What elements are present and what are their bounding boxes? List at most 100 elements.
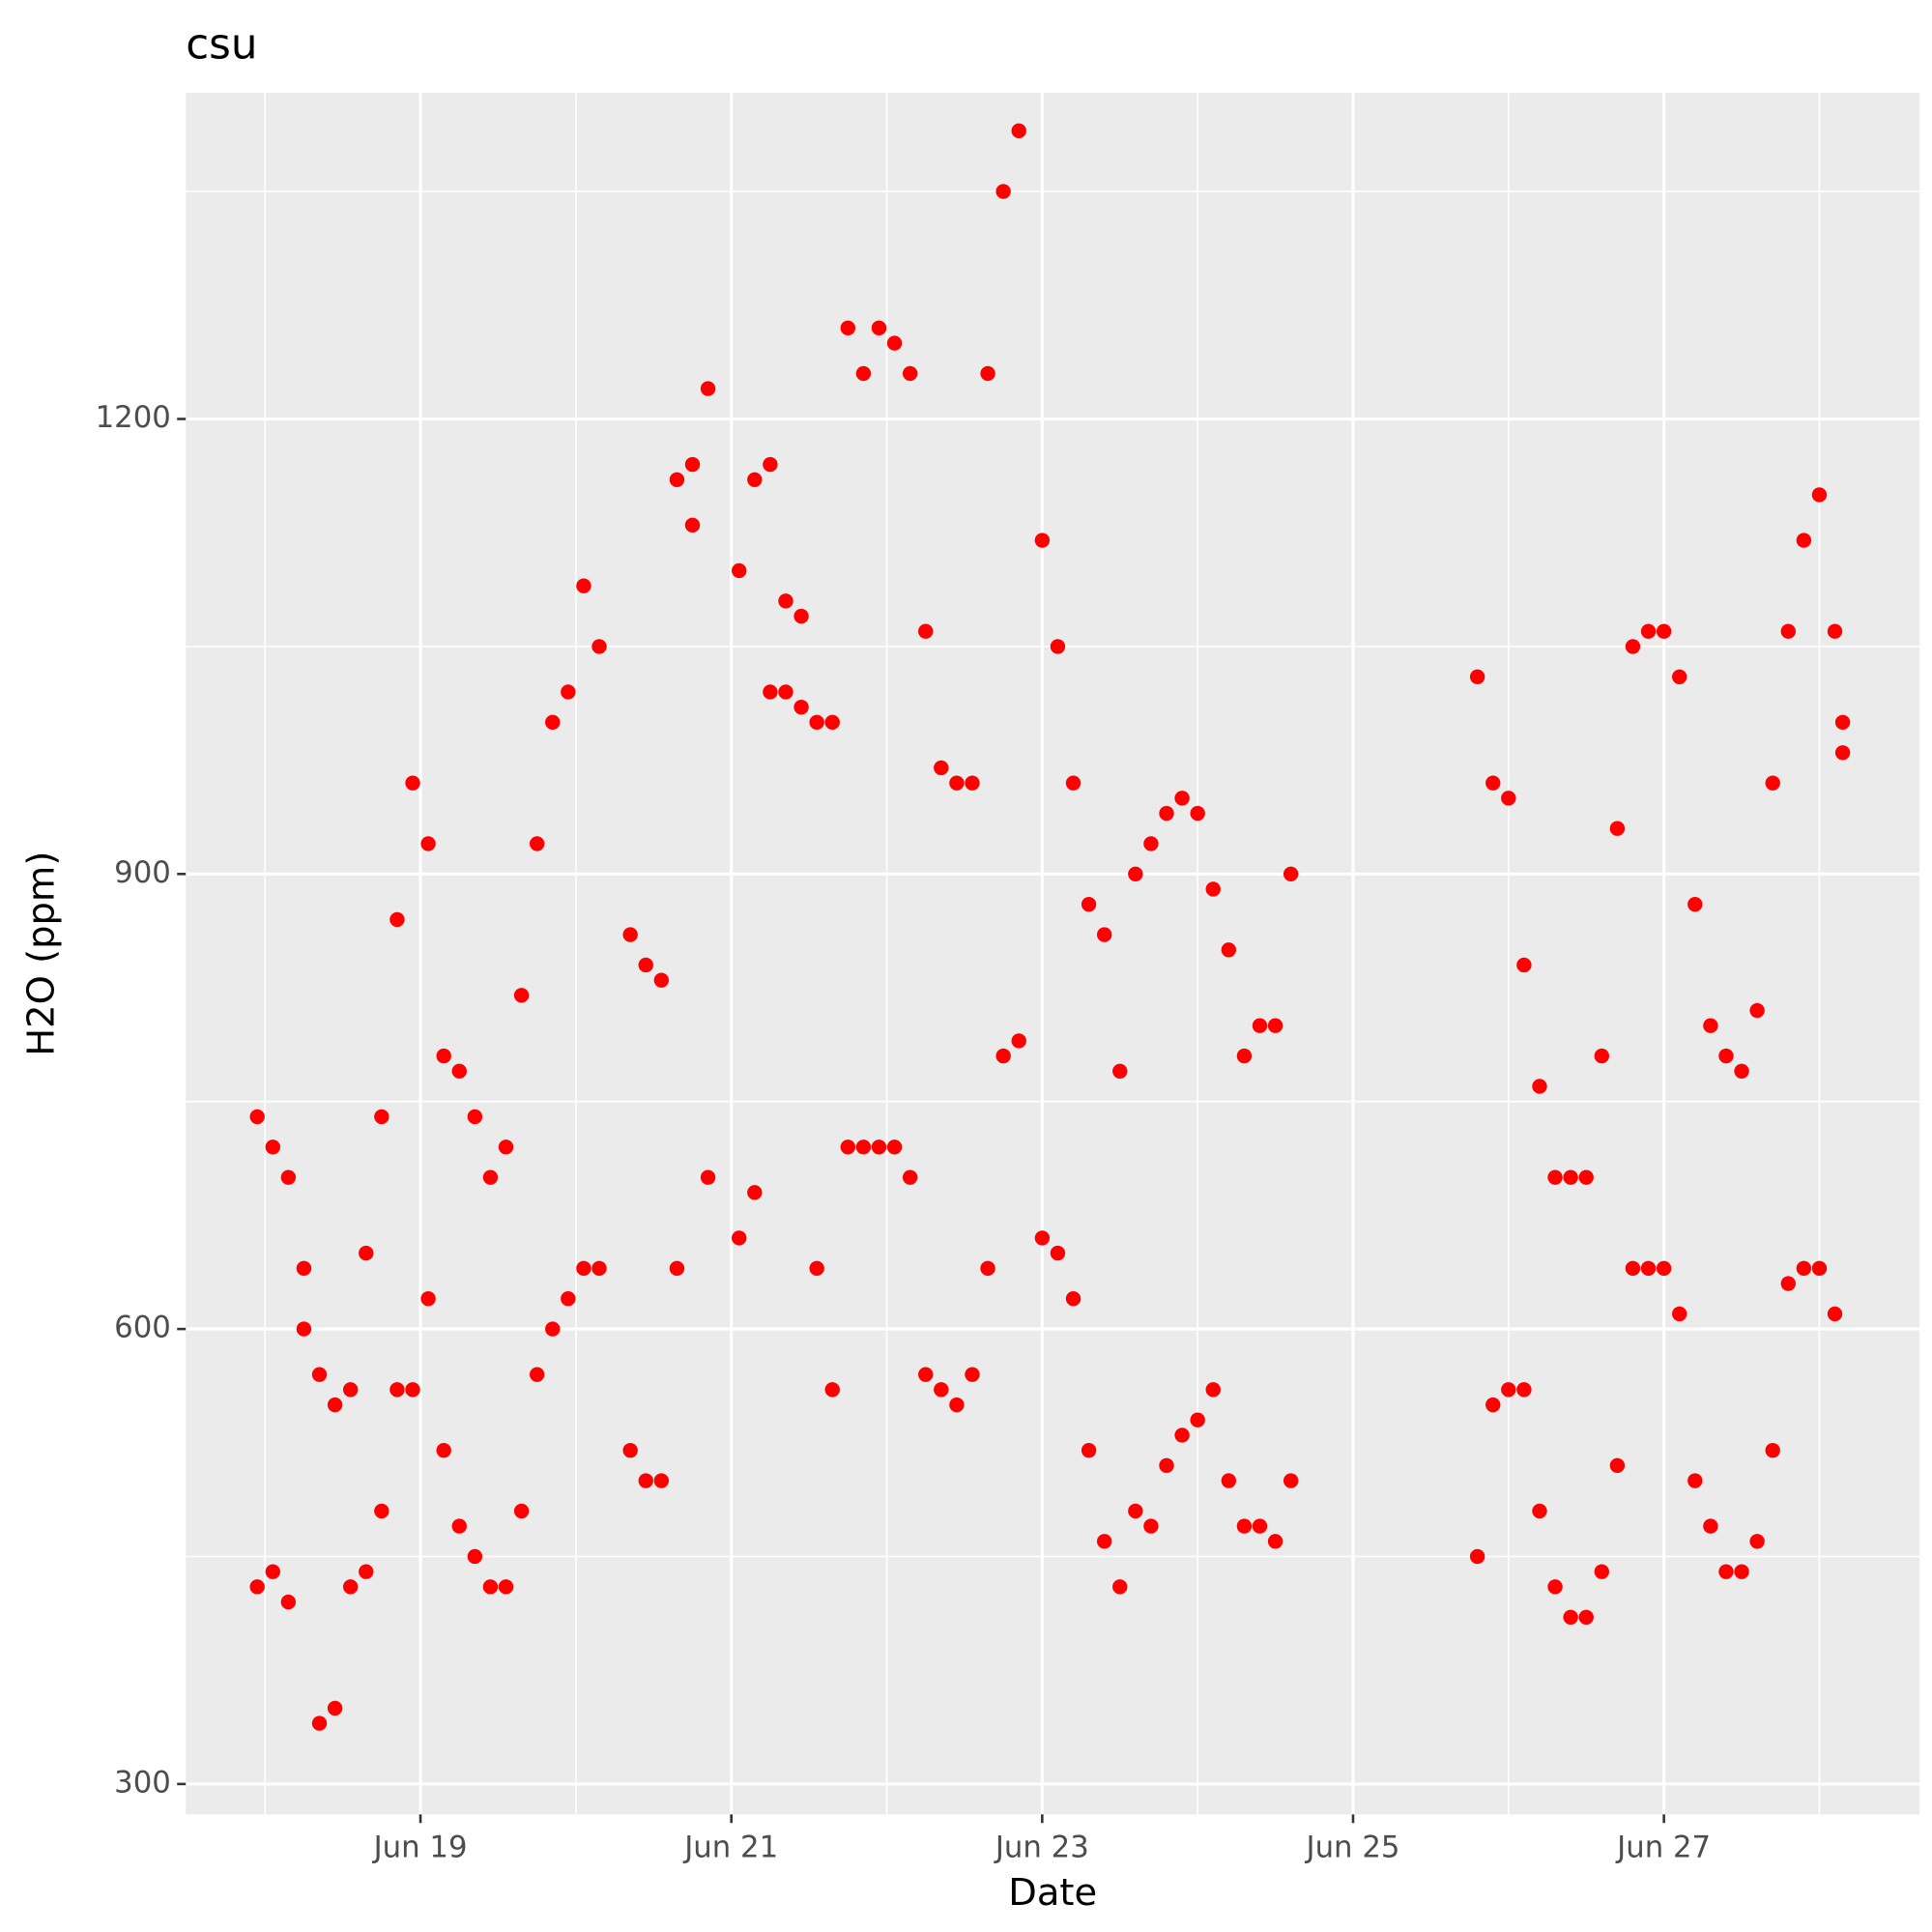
point xyxy=(265,1139,280,1155)
point xyxy=(1547,1169,1563,1185)
point xyxy=(700,1169,716,1185)
y-tick-label: 1200 xyxy=(96,400,171,435)
point xyxy=(1128,1503,1143,1519)
point xyxy=(513,988,530,1003)
point xyxy=(482,1169,499,1185)
point xyxy=(747,472,763,487)
point xyxy=(1159,1457,1174,1474)
point xyxy=(669,472,685,487)
point xyxy=(296,1321,312,1337)
point xyxy=(1780,1276,1796,1291)
point xyxy=(1578,1609,1594,1625)
point xyxy=(1283,1473,1299,1488)
point xyxy=(1656,623,1672,639)
point xyxy=(1236,1518,1253,1534)
point xyxy=(1011,1033,1026,1049)
point xyxy=(1081,1442,1097,1458)
point xyxy=(389,1382,405,1398)
point xyxy=(995,1048,1011,1064)
point xyxy=(809,714,824,731)
y-tick-label: 900 xyxy=(114,855,171,890)
point xyxy=(669,1260,685,1277)
point xyxy=(1205,1382,1221,1398)
point xyxy=(1827,1306,1843,1322)
point xyxy=(1547,1579,1563,1595)
point xyxy=(1765,775,1780,791)
point xyxy=(405,775,420,791)
point xyxy=(653,972,670,988)
point xyxy=(1532,1079,1547,1094)
point xyxy=(1174,1427,1190,1443)
point xyxy=(1485,775,1501,791)
point xyxy=(1827,623,1843,639)
point xyxy=(561,1291,576,1307)
chart-title: csu xyxy=(186,21,257,70)
point xyxy=(1034,1230,1051,1246)
point xyxy=(359,1564,374,1579)
point xyxy=(1672,669,1687,684)
point xyxy=(1034,533,1051,548)
point xyxy=(436,1442,451,1458)
point xyxy=(545,714,561,731)
point xyxy=(1609,1457,1626,1474)
point xyxy=(653,1473,670,1488)
point xyxy=(763,456,778,473)
point xyxy=(1796,1260,1812,1277)
point xyxy=(1190,1412,1205,1427)
point xyxy=(1834,714,1851,731)
axes: 300 600 900 1200 Jun 19 Jun 21 Jun 23 Jun 25 Jun… xyxy=(96,400,1712,1865)
point xyxy=(498,1139,514,1155)
y-axis-title: H2O (ppm) xyxy=(19,851,63,1056)
point xyxy=(591,639,607,654)
point xyxy=(1796,533,1812,548)
x-tick-label: Jun 23 xyxy=(994,1831,1089,1865)
point xyxy=(1050,639,1066,654)
point xyxy=(1143,836,1159,851)
point xyxy=(498,1579,514,1595)
point xyxy=(1283,866,1299,881)
point xyxy=(1065,1291,1081,1307)
point xyxy=(311,1367,328,1382)
point xyxy=(1749,1002,1765,1019)
point xyxy=(902,1169,918,1185)
point xyxy=(871,320,887,336)
point xyxy=(886,335,903,351)
point xyxy=(374,1503,389,1519)
point xyxy=(1734,1564,1749,1579)
point xyxy=(965,1367,980,1382)
x-axis-title: Date xyxy=(1008,1871,1097,1915)
point xyxy=(1236,1048,1253,1064)
point xyxy=(280,1594,297,1610)
point xyxy=(529,1367,545,1382)
point xyxy=(296,1260,312,1277)
point xyxy=(1469,1548,1485,1565)
point xyxy=(1143,1518,1159,1534)
point xyxy=(249,1579,265,1595)
point xyxy=(965,775,980,791)
point xyxy=(763,684,778,700)
point xyxy=(389,911,405,928)
x-tick-label: Jun 19 xyxy=(372,1831,468,1865)
point xyxy=(918,623,934,639)
point xyxy=(545,1321,561,1337)
point xyxy=(482,1579,499,1595)
point xyxy=(949,775,965,791)
point xyxy=(311,1716,328,1731)
point xyxy=(467,1548,483,1565)
point xyxy=(886,1139,903,1155)
point xyxy=(1625,639,1641,654)
point xyxy=(359,1245,374,1261)
point xyxy=(1011,123,1026,139)
point xyxy=(1174,791,1190,806)
grid xyxy=(186,93,1920,1815)
points xyxy=(249,123,1851,1731)
point xyxy=(1221,1473,1237,1488)
point xyxy=(1609,821,1626,836)
point xyxy=(855,1139,872,1155)
point xyxy=(467,1109,483,1125)
point xyxy=(980,1260,995,1277)
point xyxy=(1656,1260,1672,1277)
y-tick-label: 300 xyxy=(114,1765,171,1800)
point xyxy=(576,1260,591,1277)
